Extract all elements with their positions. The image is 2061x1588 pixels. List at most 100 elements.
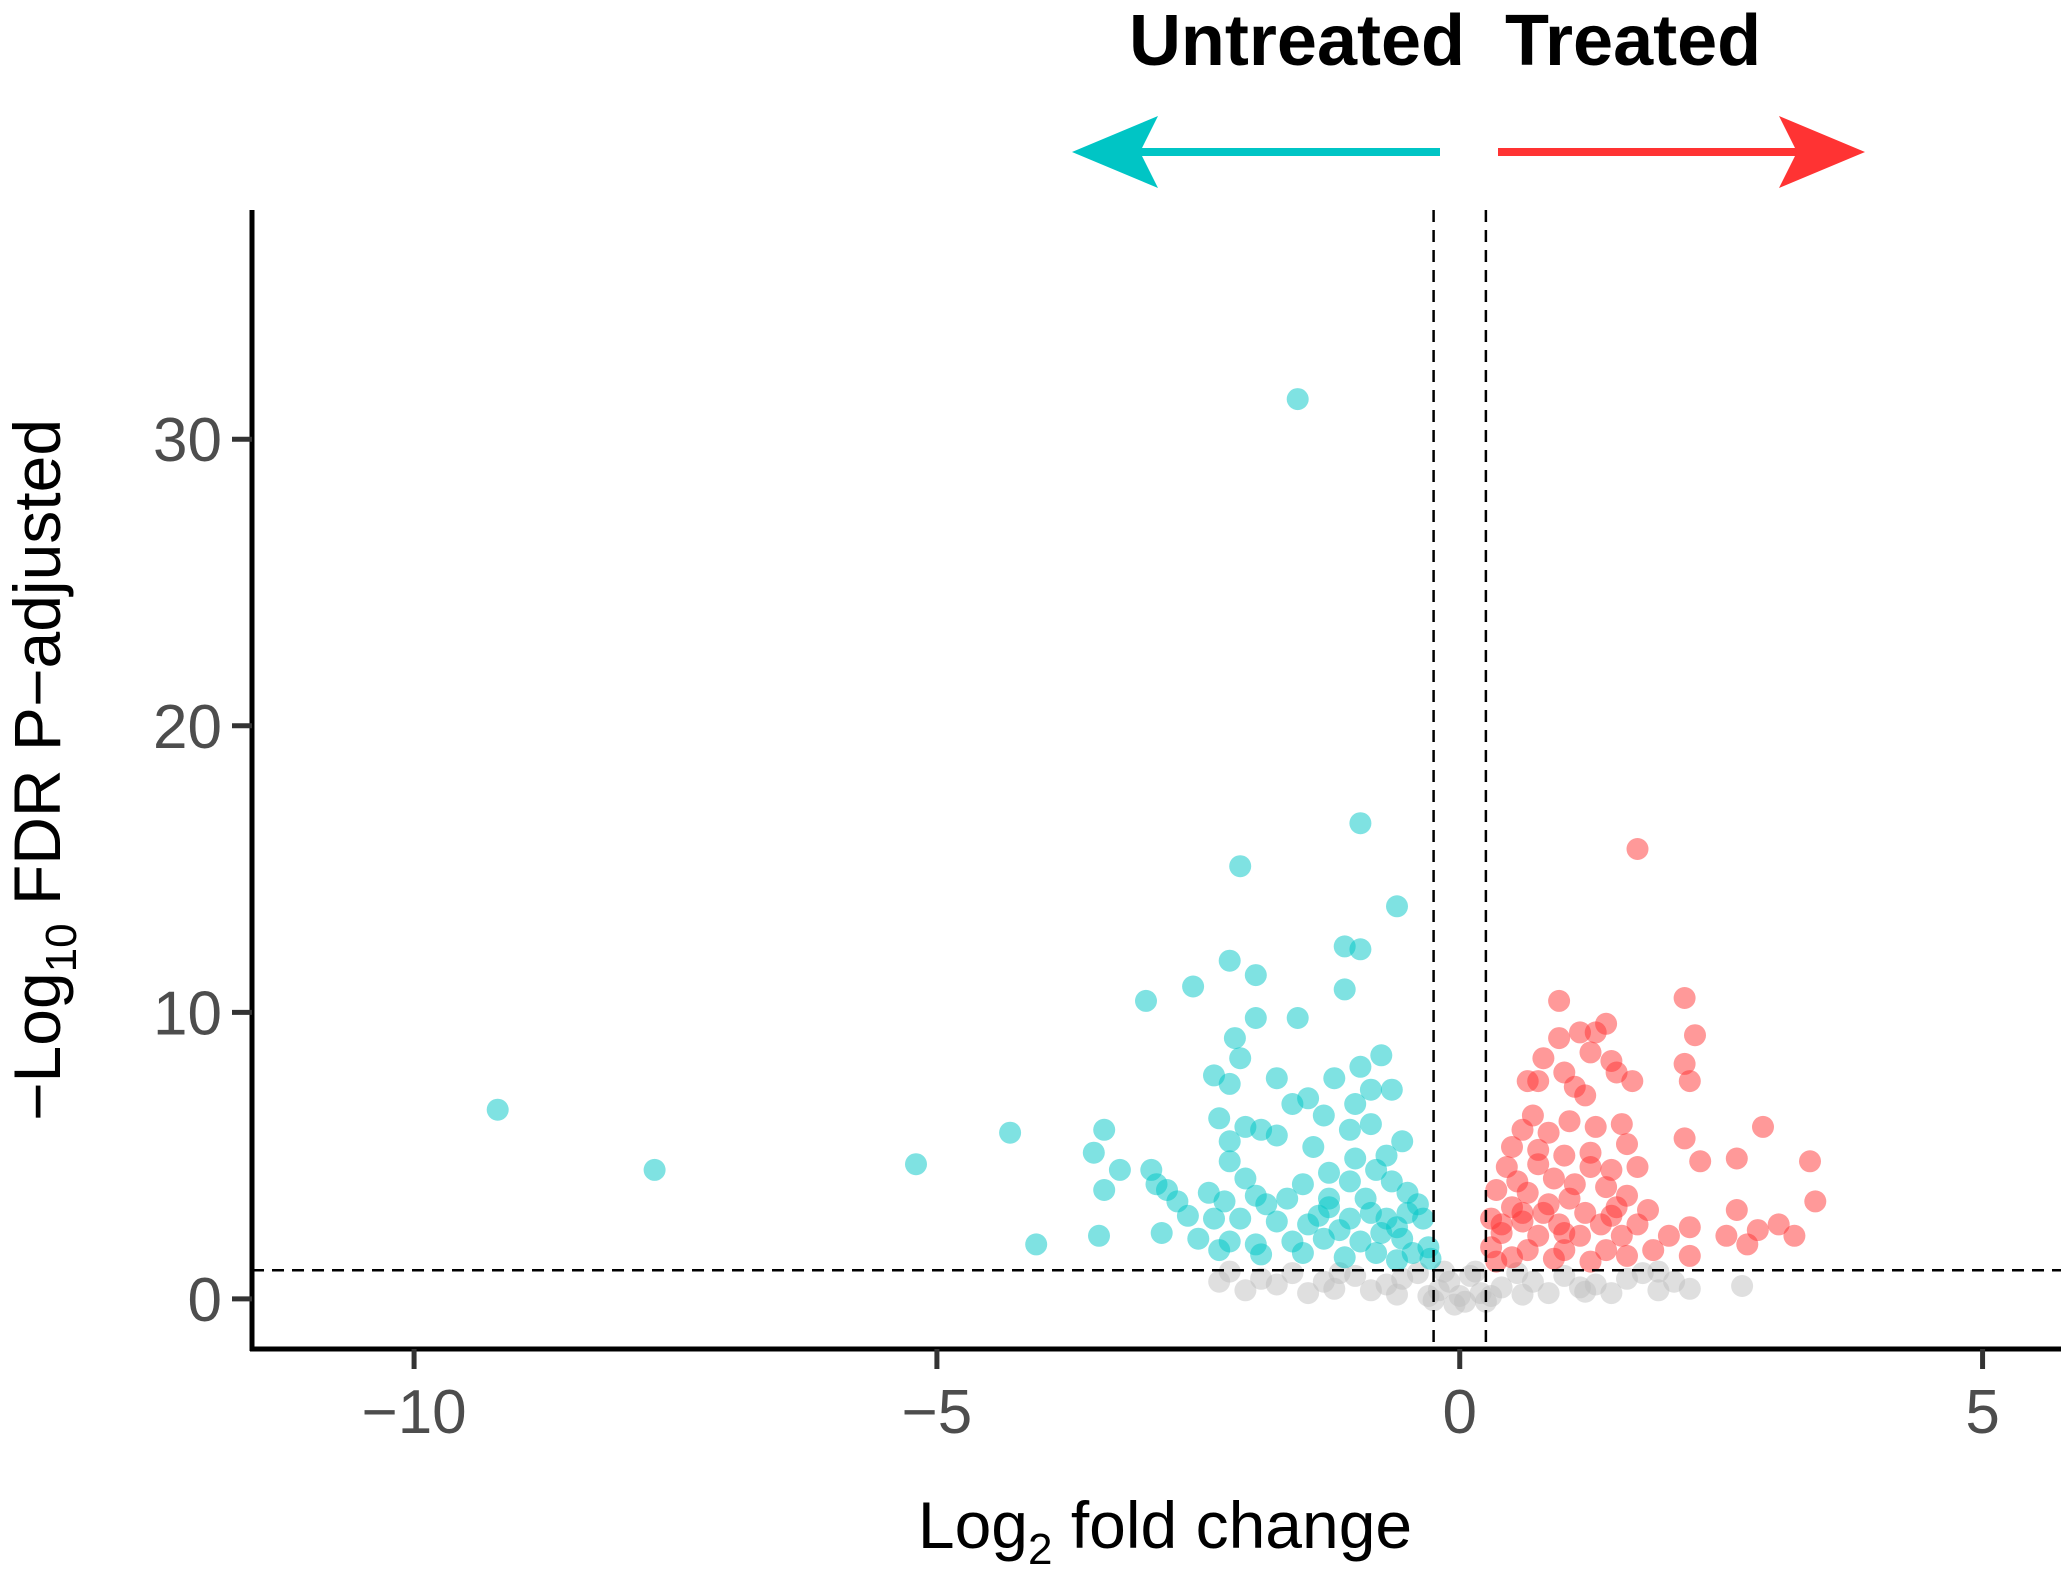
nonsignificant-point <box>1359 1279 1382 1302</box>
untreated-point <box>1291 1242 1314 1264</box>
treated-point <box>1569 1021 1591 1044</box>
untreated-point <box>1396 1201 1419 1224</box>
y-tick-label: 0 <box>188 1266 222 1335</box>
untreated-point <box>1365 1242 1388 1264</box>
y-axis-title-subscript: 10 <box>37 923 86 972</box>
treated-point <box>1678 1244 1701 1267</box>
treated-point <box>1678 1070 1701 1093</box>
untreated-point <box>1234 1167 1257 1190</box>
untreated-point <box>1135 989 1157 1012</box>
nonsignificant-point <box>1297 1282 1320 1305</box>
untreated-point <box>1365 1158 1388 1181</box>
treated-point <box>1715 1224 1738 1247</box>
treated-point <box>1783 1224 1806 1247</box>
untreated-point <box>1250 1243 1273 1266</box>
untreated-point <box>1182 975 1205 998</box>
treated-point <box>1532 1047 1555 1070</box>
nonsignificant-point <box>1537 1282 1560 1305</box>
untreated-point <box>1370 1044 1393 1067</box>
nonsignificant-point <box>1600 1282 1623 1305</box>
untreated-point <box>1380 1078 1403 1101</box>
treated-point <box>1600 1158 1623 1181</box>
treated-point <box>1616 1133 1638 1156</box>
x-axis-title-subscript: 2 <box>1028 1525 1052 1574</box>
treated-point <box>1626 838 1649 860</box>
treated-point <box>1595 1012 1618 1035</box>
untreated-point <box>1265 1210 1288 1233</box>
untreated-point <box>1359 1201 1382 1224</box>
treated-point <box>1511 1201 1534 1224</box>
treated-point <box>1516 1070 1539 1093</box>
treated-point <box>1725 1147 1748 1170</box>
untreated-point <box>1229 1047 1252 1070</box>
untreated-point <box>1108 1158 1131 1181</box>
untreated-point <box>1333 1246 1356 1269</box>
untreated-point <box>1187 1227 1210 1250</box>
treated-point <box>1558 1110 1581 1133</box>
treated-point <box>1626 1213 1649 1236</box>
untreated-point <box>1244 1007 1267 1029</box>
untreated-point <box>1286 388 1309 411</box>
untreated-enriched-points <box>486 388 1442 1272</box>
treated-point <box>1542 1247 1565 1270</box>
untreated-point <box>1359 1078 1382 1101</box>
treated-point <box>1689 1150 1712 1173</box>
nonsignificant-point <box>1454 1290 1476 1313</box>
untreated-point <box>1344 1147 1367 1170</box>
nonsignificant-point <box>1323 1277 1346 1300</box>
treated-point <box>1595 1176 1618 1199</box>
treated-point <box>1553 1144 1576 1167</box>
untreated-point <box>1349 938 1372 961</box>
untreated-point <box>1291 1173 1314 1196</box>
treated-point <box>1558 1187 1581 1210</box>
untreated-point <box>1218 949 1241 972</box>
treated-point <box>1621 1070 1644 1093</box>
untreated-point <box>1386 895 1408 918</box>
treated-enriched-points <box>1480 838 1827 1273</box>
untreated-point <box>1265 1124 1288 1147</box>
untreated-label: Untreated <box>1129 1 1465 81</box>
treated-point <box>1511 1118 1534 1141</box>
treated-point <box>1657 1224 1680 1247</box>
untreated-point <box>1349 1055 1372 1078</box>
untreated-point <box>1386 1249 1408 1272</box>
treated-point <box>1673 1127 1696 1150</box>
treated-point <box>1574 1201 1597 1224</box>
nonsignificant-point <box>1281 1262 1304 1285</box>
untreated-point <box>1323 1067 1346 1090</box>
untreated-point <box>1208 1239 1231 1262</box>
untreated-direction-arrow <box>1072 116 1440 188</box>
untreated-point <box>1229 855 1252 878</box>
untreated-point <box>1213 1190 1236 1213</box>
nonsignificant-point <box>1647 1260 1670 1283</box>
y-axis-title: −Log10 FDR P−adjusted <box>0 419 86 1121</box>
treated-point <box>1579 1250 1602 1273</box>
treated-point <box>1626 1156 1649 1178</box>
treated-point <box>1537 1121 1560 1144</box>
untreated-point <box>1093 1118 1116 1141</box>
x-tick-label: 5 <box>1965 1378 1999 1447</box>
treated-point <box>1553 1222 1576 1244</box>
untreated-point <box>1203 1207 1225 1230</box>
treated-point <box>1579 1156 1602 1178</box>
x-axis-title: Log2 fold change <box>918 1488 1412 1574</box>
nonsignificant-point <box>1731 1275 1754 1297</box>
x-tick-label: −5 <box>902 1378 973 1447</box>
untreated-point <box>1276 1187 1299 1210</box>
untreated-point <box>1338 1118 1361 1141</box>
untreated-point <box>1265 1067 1288 1090</box>
treated-label: Treated <box>1505 1 1761 81</box>
untreated-point <box>1082 1141 1105 1164</box>
x-axis-title-suffix: fold change <box>1052 1488 1412 1562</box>
untreated-point <box>1218 1150 1241 1173</box>
treated-point <box>1767 1213 1790 1236</box>
nonsignificant-point <box>1234 1279 1257 1302</box>
treated-point <box>1610 1113 1633 1136</box>
treated-point <box>1542 1167 1565 1190</box>
nonsignificant-point <box>1663 1270 1686 1293</box>
x-tick-label: 0 <box>1443 1378 1477 1447</box>
x-axis-ticks: −10 −5 0 5 <box>361 1349 2000 1447</box>
untreated-point <box>1223 1027 1246 1050</box>
treated-point <box>1485 1250 1508 1273</box>
